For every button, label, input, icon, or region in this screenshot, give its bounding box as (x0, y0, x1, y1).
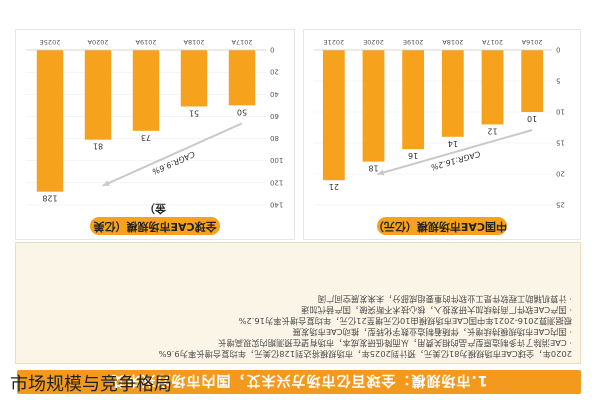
global-chart-panel: 全球CAE市场规模（亿美金） 0 20 40 60 80 100 120 140 50 2017A… (15, 29, 295, 240)
paragraph: · CAE消除了许多制造原型产品的相关费用，从而降低研发成本，市场有望在预测期内… (218, 338, 572, 349)
bar (521, 50, 544, 112)
x-tick-label: 2019A (135, 38, 157, 46)
y-tick-label: 0 (556, 46, 560, 54)
text-box: 2020年，全球CAE市场规模为81亿美元，预计到2025年，市场规模将达到12… (15, 242, 581, 364)
x-tick-label: 2018A (442, 38, 464, 46)
bar-value-label: 12 (487, 126, 497, 135)
bar (481, 50, 504, 125)
china-cae-bar-chart: 0 5 10 15 20 25 10 2016A 12 2017A 14 2018A 16 2019E 18… (314, 38, 565, 209)
bar-value-label: 50 (237, 107, 247, 116)
x-tick-label: 2017A (231, 38, 253, 46)
bar-value-label: 10 (527, 114, 537, 123)
paragraph: 2020年，全球CAE市场规模为81亿美元，预计到2025年，市场规模将达到12… (158, 349, 572, 359)
bar (132, 50, 160, 131)
paragraph: 根据测算2016-2021年中国CAE市场规模由10亿元增至21亿元，年均复合增… (238, 316, 572, 327)
y-tick-label: 100 (270, 156, 283, 164)
bar (228, 50, 256, 106)
bar-value-label: 21 (329, 182, 339, 191)
x-tick-label: 2020E (363, 38, 384, 46)
y-tick-label: 80 (270, 134, 279, 142)
y-tick-label: 140 (270, 201, 283, 209)
y-tick-label: 20 (270, 68, 279, 76)
y-tick-label: 5 (556, 77, 560, 85)
y-tick-label: 60 (270, 112, 279, 120)
bar-value-label: 128 (42, 194, 57, 203)
caption: 市场规模与竞争格局 (10, 374, 172, 395)
y-tick-label: 25 (556, 201, 565, 209)
y-tick-label: 10 (556, 108, 565, 116)
x-tick-label: 2016A (521, 38, 543, 46)
cagr-arrow (377, 129, 533, 176)
bar-value-label: 51 (189, 108, 199, 117)
paragraph: · 计算机辅助工程软件是工业软件的重要组成部分，未来发展空间广阔 (317, 294, 572, 305)
y-tick-label: 0 (270, 46, 274, 54)
x-tick-label: 2017A (481, 38, 503, 46)
global-cae-bar-chart: 0 20 40 60 80 100 120 140 50 2017A 51 2018A 73 2019A 8… (26, 38, 283, 209)
bar-value-label: 14 (448, 139, 458, 148)
paragraph: · 国产CAE软件厂商持续加大研发投入，核心技术不断突破，国产替代加速 (301, 305, 572, 316)
cagr-arrow (102, 122, 243, 187)
bar (36, 50, 64, 192)
bar (441, 50, 464, 137)
y-tick-label: 40 (270, 90, 279, 98)
bar-value-label: 16 (408, 151, 418, 160)
bar-value-label: 73 (141, 133, 151, 142)
x-tick-label: 2020A (87, 38, 109, 46)
x-tick-label: 2025E (40, 38, 61, 46)
bar-value-label: 81 (93, 142, 103, 151)
bar (84, 50, 112, 140)
china-chart-panel: 中国CAE市场规模（亿元） 0 5 10 15 20 25 10 2016A 12 2017A 14… (303, 29, 581, 240)
x-tick-label: 2018A (183, 38, 205, 46)
bar (362, 50, 385, 162)
cagr-arrow-head (102, 180, 110, 186)
cagr-arrow-head (377, 169, 385, 176)
bar (180, 50, 208, 107)
bar-value-label: 18 (368, 164, 378, 173)
paragraph: · 国内CAE市场规模持续增长，伴随着制造业数字化转型，推动CAE市场发展 (292, 327, 572, 338)
y-tick-label: 120 (270, 178, 283, 186)
bar (402, 50, 425, 150)
x-tick-label: 2021E (324, 38, 345, 46)
y-tick-label: 20 (556, 170, 565, 178)
bar (322, 50, 345, 181)
y-tick-label: 15 (556, 139, 565, 147)
x-tick-label: 2019E (403, 38, 424, 46)
